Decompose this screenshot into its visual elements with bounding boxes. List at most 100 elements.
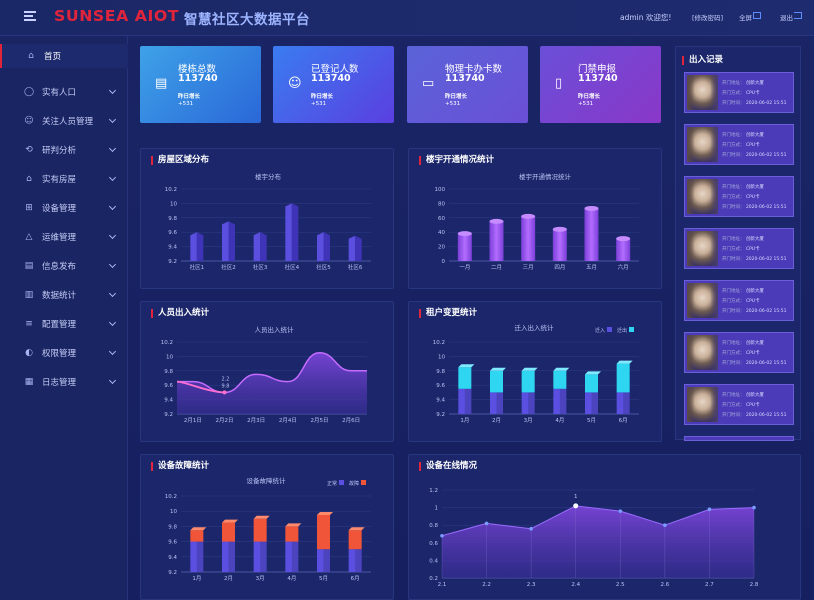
x-tick-label: 2.8 (750, 582, 759, 588)
chevron-down-icon (108, 144, 117, 153)
legend-swatch (339, 480, 344, 485)
chevron-down-icon (108, 86, 117, 95)
x-tick-label: 5月 (587, 417, 596, 424)
sidebar-item-5[interactable]: ⊞ 设备管理 (0, 196, 128, 220)
stat-card-2[interactable]: ▭ 物理卡办卡数 113740 昨日增长 +531 (407, 46, 528, 123)
stat-delta: +531 (445, 101, 461, 107)
fullscreen-icon[interactable] (753, 12, 761, 19)
x-tick-label: 2.2 (482, 582, 491, 588)
x-tick-label: 2.3 (527, 582, 536, 588)
fullscreen-button[interactable]: 全屏 (739, 14, 752, 22)
face-photo (687, 283, 718, 318)
bar-side (196, 232, 204, 261)
y-tick-label: 9.6 (168, 230, 177, 236)
access-record-item[interactable]: 开门地址： 创新大厦 开门方式： CPU卡 开门时间： 2020-06-02 15:… (684, 280, 794, 321)
config-icon: ≡ (25, 319, 33, 329)
record-method: 开门方式： CPU卡 (722, 143, 760, 148)
x-tick-label: 二月 (491, 264, 502, 271)
data-point (573, 503, 579, 509)
y-tick-label: 0.6 (429, 541, 438, 547)
logout-button[interactable]: 退出 (780, 14, 793, 22)
stat-card-0[interactable]: ▤ 楼栋总数 113740 昨日增长 +531 (140, 46, 261, 123)
x-tick-label: 六月 (618, 263, 629, 271)
bar-side (323, 232, 330, 261)
device-online-chart: 0.2 0.4 0.6 0.8 1 1.2 2.1 2.2 2.3 2.4 2.5 2.6 2.7 2.8… (429, 488, 759, 588)
sidebar-item-label: 日志管理 (42, 378, 77, 388)
record-method: 开门方式： CPU卡 (722, 195, 760, 200)
bar-segment (585, 392, 598, 414)
bar-top (285, 523, 302, 527)
bar-segment (222, 522, 235, 542)
sidebar-item-label: 数据统计 (42, 291, 77, 301)
annotation-label: 1 (574, 494, 578, 500)
sidebar-item-1[interactable]: ◯ 实有人口 (0, 80, 128, 104)
bar-top (458, 364, 475, 368)
stat-label: 昨日增长 (445, 94, 468, 100)
stat-card-3[interactable]: ▯ 门禁申报 113740 昨日增长 +531 (540, 46, 661, 123)
bar-top (489, 218, 504, 224)
highlight-line (176, 380, 225, 394)
publish-icon: ▤ (24, 261, 34, 271)
y-tick-label: 10.2 (433, 340, 445, 346)
legend-label: 故障 (349, 480, 359, 487)
bar-segment (521, 392, 535, 414)
panel-title: 设备在线情况 (419, 462, 477, 471)
record-method: 开门方式： CPU卡 (722, 247, 760, 252)
bar (285, 203, 292, 261)
bar-segment (553, 388, 567, 414)
bar-shade (323, 549, 330, 572)
y-tick-label: 20 (438, 245, 445, 251)
x-tick-label: 6月 (351, 575, 360, 582)
bar-top (190, 527, 207, 531)
chevron-down-icon (108, 376, 117, 385)
sidebar-item-7[interactable]: ▤ 信息发布 (0, 254, 128, 278)
sidebar-item-6[interactable]: △ 运维管理 (0, 225, 128, 249)
record-time: 开门时间： 2020-06-02 15:51 (722, 101, 787, 106)
bar-shade (228, 541, 235, 572)
logout-icon[interactable] (794, 12, 802, 19)
access-record-item[interactable]: 开门地址： 创新大厦 开门方式： CPU卡 开门时间： 2020-06-02 15:… (684, 384, 794, 425)
panel-title: 楼宇开通情况统计 (419, 156, 494, 165)
house-distribution-panel: 房屋区域分布 楼宇分布 9.2 9.4 9.6 9.8 10 10.2 社区1 社区2 社区3 社区… (140, 148, 394, 289)
sidebar-item-0[interactable]: ⌂ 首页 (0, 44, 128, 68)
access-record-item-partial[interactable] (684, 436, 794, 441)
bar-top (317, 512, 333, 515)
x-tick-label: 三月 (523, 264, 534, 271)
data-point (222, 390, 227, 395)
legend-swatch (361, 480, 366, 485)
bar (222, 221, 229, 261)
change-password-link[interactable]: [修改密码] (692, 14, 724, 22)
sidebar-item-3[interactable]: ⟲ 研判分析 (0, 138, 128, 162)
y-tick-label: 10 (170, 201, 177, 207)
access-record-item[interactable]: 开门地址： 创新大厦 开门方式： CPU卡 开门时间： 2020-06-02 15:… (684, 228, 794, 269)
sidebar-item-label: 实有人口 (42, 88, 77, 98)
stat-value: 113740 (178, 73, 218, 84)
app-title: 智慧社区大数据平台 (184, 12, 310, 28)
sidebar-item-9[interactable]: ≡ 配置管理 (0, 312, 128, 336)
sidebar-item-4[interactable]: ⌂ 实有房屋 (0, 167, 128, 191)
sidebar-item-8[interactable]: ▥ 数据统计 (0, 283, 128, 307)
data-point (618, 509, 623, 513)
sidebar-item-2[interactable]: ☺ 关注人员管理 (0, 109, 128, 133)
x-tick-label: 2月 (224, 575, 233, 582)
sidebar-item-10[interactable]: ◐ 权限管理 (0, 341, 128, 365)
menu-toggle-icon[interactable] (24, 11, 36, 21)
bar (616, 238, 631, 261)
access-record-item[interactable]: 开门地址： 创新大厦 开门方式： CPU卡 开门时间： 2020-06-02 15:… (684, 72, 794, 113)
y-tick-label: 9.4 (436, 398, 445, 404)
x-tick-label: 2月6日 (342, 417, 360, 424)
stat-card-1[interactable]: ☺ 已登记人数 113740 昨日增长 +531 (273, 46, 394, 123)
access-record-item[interactable]: 开门地址： 创新大厦 开门方式： CPU卡 开门时间： 2020-06-02 15:… (684, 332, 794, 373)
x-tick-label: 社区5 (316, 263, 331, 271)
y-tick-label: 10.2 (165, 187, 177, 193)
area-fill (442, 505, 754, 578)
legend-swatch (607, 327, 612, 332)
x-tick-label: 2月1日 (184, 417, 202, 424)
y-tick-label: 10.2 (165, 494, 177, 500)
access-record-item[interactable]: 开门地址： 创新大厦 开门方式： CPU卡 开门时间： 2020-06-02 15:… (684, 176, 794, 217)
sidebar-item-11[interactable]: ▦ 日志管理 (0, 370, 128, 394)
access-record-item[interactable]: 开门地址： 创新大厦 开门方式： CPU卡 开门时间： 2020-06-02 15:… (684, 124, 794, 165)
panel-title: 租户变更统计 (419, 309, 477, 318)
record-time: 开门时间： 2020-06-02 15:51 (722, 205, 787, 210)
